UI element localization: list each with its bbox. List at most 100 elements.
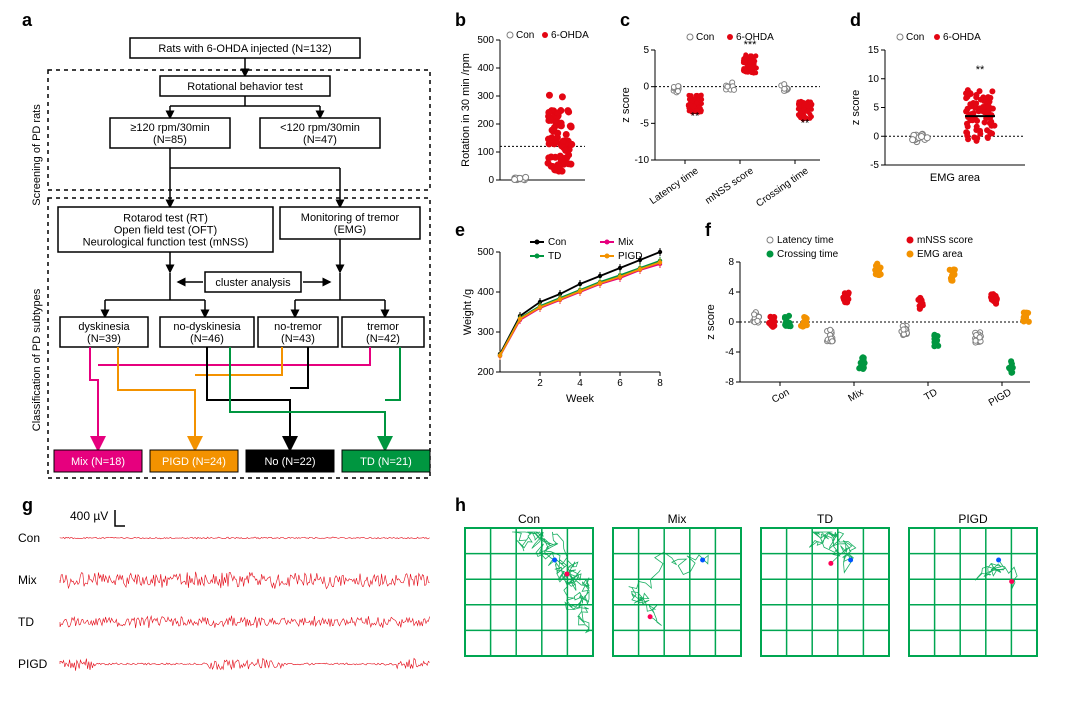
svg-text:no-tremor: no-tremor <box>274 321 322 333</box>
svg-text:15: 15 <box>868 45 880 56</box>
svg-text:-10: -10 <box>635 155 650 166</box>
svg-text:PIGD: PIGD <box>987 387 1014 409</box>
svg-text:Con: Con <box>518 512 540 526</box>
svg-text:400: 400 <box>477 287 494 298</box>
svg-text:TD: TD <box>922 387 939 403</box>
svg-text:<120 rpm/30min: <120 rpm/30min <box>280 122 360 134</box>
svg-text:6-OHDA: 6-OHDA <box>736 32 774 43</box>
svg-text:Latency time: Latency time <box>648 165 701 207</box>
svg-text:Con: Con <box>770 387 791 406</box>
svg-text:(N=39): (N=39) <box>87 333 121 345</box>
figure-root: a Screening of PD ratsClassification of … <box>10 10 1070 691</box>
svg-text:**: ** <box>801 117 810 129</box>
svg-text:300: 300 <box>477 91 494 102</box>
svg-text:5: 5 <box>873 103 879 114</box>
svg-text:0: 0 <box>728 317 734 328</box>
svg-text:Screening of PD rats: Screening of PD rats <box>31 104 43 206</box>
panel-d-chart: -5051015z score**EMG areaCon6-OHDA <box>845 25 1045 220</box>
svg-text:8: 8 <box>728 257 734 268</box>
panel-g-emg: 400 µV Con Mix TD PIGD <box>10 508 440 693</box>
svg-text:Con: Con <box>906 32 924 43</box>
svg-text:(N=42): (N=42) <box>366 333 400 345</box>
svg-text:z score: z score <box>620 87 632 122</box>
svg-text:-5: -5 <box>640 118 649 129</box>
svg-text:-8: -8 <box>725 377 734 388</box>
svg-text:6: 6 <box>617 378 623 389</box>
svg-text:10: 10 <box>868 74 880 85</box>
svg-text:PIGD: PIGD <box>958 512 988 526</box>
svg-text:200: 200 <box>477 367 494 378</box>
svg-text:PIGD: PIGD <box>18 657 48 671</box>
svg-text:200: 200 <box>477 119 494 130</box>
svg-text:-4: -4 <box>725 347 734 358</box>
svg-text:mNSS score: mNSS score <box>917 235 974 246</box>
svg-text:Con: Con <box>696 32 714 43</box>
panel-f-chart: -8 -4 0 4 8 z score Con Mix TD PIGD Latency time mN… <box>700 232 1050 432</box>
svg-text:Rotation in 30 min /rpm: Rotation in 30 min /rpm <box>460 53 472 167</box>
svg-text:TD: TD <box>817 512 833 526</box>
svg-text:400 µV: 400 µV <box>70 509 108 523</box>
svg-text:TD (N=21): TD (N=21) <box>360 456 412 468</box>
svg-text:0: 0 <box>643 82 649 93</box>
svg-text:(N=47): (N=47) <box>303 134 337 146</box>
svg-text:no-dyskinesia: no-dyskinesia <box>173 321 241 333</box>
svg-text:4: 4 <box>577 378 583 389</box>
svg-text:500: 500 <box>477 35 494 46</box>
svg-text:Mix (N=18): Mix (N=18) <box>71 456 125 468</box>
svg-text:2: 2 <box>537 378 543 389</box>
svg-text:100: 100 <box>477 147 494 158</box>
panel-c-chart: -10 -5 0 5 z score Latency time ** mNSS score **… <box>615 25 835 220</box>
svg-text:Classification of PD subtypes: Classification of PD subtypes <box>31 288 43 431</box>
svg-text:400: 400 <box>477 63 494 74</box>
svg-text:Mix: Mix <box>668 512 687 526</box>
svg-text:z score: z score <box>850 90 862 125</box>
svg-text:(N=43): (N=43) <box>281 333 315 345</box>
svg-text:mNSS score: mNSS score <box>703 165 756 206</box>
svg-text:Con: Con <box>516 30 534 41</box>
svg-text:PIGD (N=24): PIGD (N=24) <box>162 456 226 468</box>
svg-text:0: 0 <box>488 175 494 186</box>
svg-text:Rats with 6-OHDA injected (N=: Rats with 6-OHDA injected (N=132) <box>158 43 331 55</box>
svg-text:Latency time: Latency time <box>777 235 834 246</box>
svg-text:Weight /g: Weight /g <box>462 289 474 335</box>
svg-text:Week: Week <box>566 393 594 405</box>
svg-text:Mix: Mix <box>18 573 37 587</box>
svg-text:5: 5 <box>643 45 649 56</box>
svg-text:tremor: tremor <box>367 321 399 333</box>
svg-text:Con: Con <box>548 237 566 248</box>
svg-text:4: 4 <box>728 287 734 298</box>
svg-text:Rotarod test (RT): Rotarod test (RT) <box>123 213 208 225</box>
svg-text:Con: Con <box>18 531 40 545</box>
svg-text:**: ** <box>691 111 700 123</box>
svg-text:EMG area: EMG area <box>930 172 981 184</box>
svg-text:(N=85): (N=85) <box>153 134 187 146</box>
panel-h-tracks: Con Mix TD PIGD <box>455 510 1060 680</box>
svg-text:Monitoring of tremor: Monitoring of tremor <box>301 212 400 224</box>
svg-text:(EMG): (EMG) <box>334 224 366 236</box>
svg-text:Crossing time: Crossing time <box>777 249 839 260</box>
svg-text:500: 500 <box>477 247 494 258</box>
svg-text:Rotational behavior test: Rotational behavior test <box>187 81 303 93</box>
svg-text:**: ** <box>976 64 985 76</box>
svg-text:Mix: Mix <box>847 387 866 404</box>
svg-text:300: 300 <box>477 327 494 338</box>
svg-text:0: 0 <box>873 131 879 142</box>
svg-text:(N=46): (N=46) <box>190 333 224 345</box>
svg-text:6-OHDA: 6-OHDA <box>551 30 589 41</box>
svg-text:No (N=22): No (N=22) <box>264 456 315 468</box>
panel-e-chart: 2003004005002468Weight /gWeekConMixTDPIG… <box>455 232 685 422</box>
svg-text:≥120 rpm/30min: ≥120 rpm/30min <box>130 122 209 134</box>
svg-text:dyskinesia: dyskinesia <box>78 321 130 333</box>
svg-text:Mix: Mix <box>618 237 634 248</box>
panel-a-flowchart: Screening of PD rats Classification of PD… <box>10 20 440 490</box>
svg-text:Open field test (OFT): Open field test (OFT) <box>114 225 217 237</box>
svg-text:EMG area: EMG area <box>917 249 963 260</box>
svg-text:PIGD: PIGD <box>618 251 642 262</box>
svg-text:TD: TD <box>18 615 34 629</box>
svg-text:z score: z score <box>705 304 717 339</box>
svg-text:cluster analysis: cluster analysis <box>215 277 291 289</box>
svg-text:Crossing time: Crossing time <box>754 165 811 209</box>
svg-text:8: 8 <box>657 378 663 389</box>
svg-text:Neurological function test (mN: Neurological function test (mNSS) <box>83 237 249 249</box>
panel-b-chart: 0 100 200 300 400 500 Rotation in 30 min /rpm C… <box>455 25 605 210</box>
